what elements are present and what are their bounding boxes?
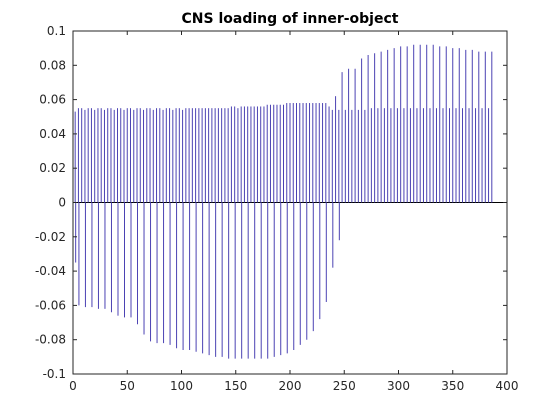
y-tick-label: 0.1 (47, 24, 66, 38)
x-tick-label: 50 (120, 379, 135, 393)
x-tick-label: 300 (387, 379, 410, 393)
y-tick-label: 0.02 (39, 161, 66, 175)
y-tick-label: -0.1 (43, 367, 66, 381)
x-tick-label: 200 (279, 379, 302, 393)
x-tick-label: 100 (170, 379, 193, 393)
x-tick-label: 400 (496, 379, 519, 393)
y-tick-label: 0.04 (39, 127, 66, 141)
y-tick-label: -0.02 (35, 230, 66, 244)
x-tick-label: 0 (69, 379, 77, 393)
chart-title: CNS loading of inner-object (182, 11, 399, 27)
plot-area: 0 50 100 150 200 250 300 350 400 -0.1 -0.08 -0.06 -0… (35, 24, 519, 393)
y-tick-label: 0.06 (39, 93, 66, 107)
y-tick-label: 0 (58, 196, 66, 210)
y-tick-label: -0.08 (35, 333, 66, 347)
y-tick-label: -0.06 (35, 298, 66, 312)
x-tick-label: 350 (441, 379, 464, 393)
x-tick-label: 150 (224, 379, 247, 393)
y-tick-label: -0.04 (35, 264, 66, 278)
y-tick-label: 0.08 (39, 58, 66, 72)
x-tick-label: 250 (333, 379, 356, 393)
